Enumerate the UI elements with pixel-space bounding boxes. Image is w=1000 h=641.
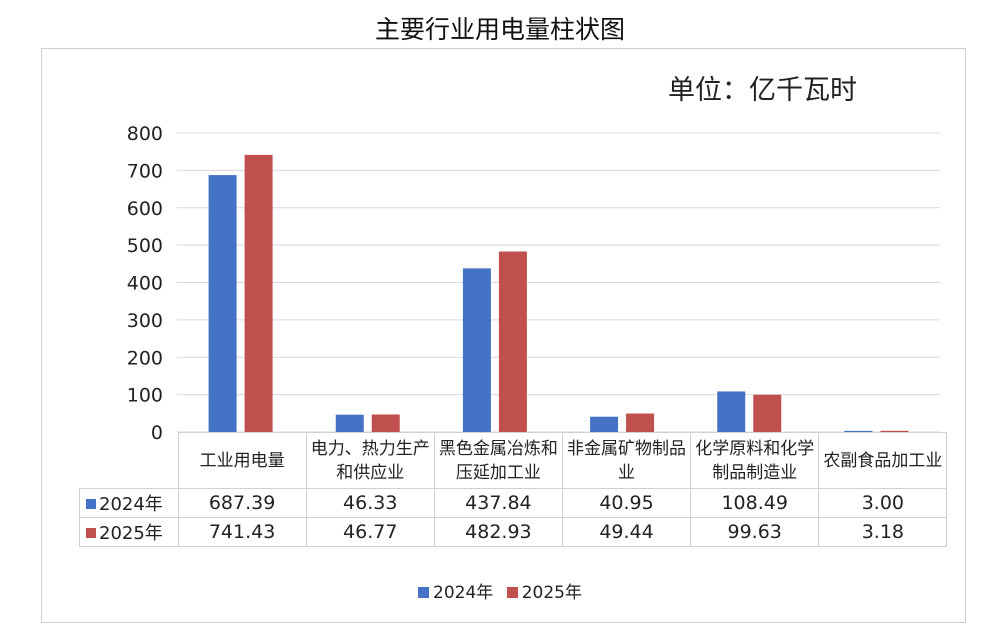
y-tick-label: 500: [127, 235, 163, 257]
legend-item: 2025年: [506, 578, 582, 603]
legend-label: 2025年: [521, 583, 582, 603]
table-cell: 46.33: [305, 488, 435, 518]
bar: [753, 394, 782, 432]
series-row-2024: 2024年 687.39 46.33 437.84 40.95 108.49 3…: [79, 488, 948, 518]
series-row-2025: 2025年 741.43 46.77 482.93 49.44 99.63 3.…: [79, 517, 948, 547]
table-cell: 99.63: [690, 517, 820, 547]
series-header-2024: 2024年: [79, 488, 179, 518]
table-cell: 741.43: [177, 517, 307, 547]
bar: [335, 414, 364, 432]
table-cell: 687.39: [177, 488, 307, 518]
category-label: 黑色金属冶炼和压延加工业: [433, 432, 563, 489]
chart-title: 主要行业用电量柱状图: [374, 15, 625, 44]
bar: [717, 391, 746, 432]
category-label: 电力、热力生产和供应业: [305, 432, 435, 489]
y-tick-label: 400: [127, 273, 163, 295]
category-row: 工业用电量 电力、热力生产和供应业 黑色金属冶炼和压延加工业 非金属矿物制品业 …: [79, 432, 948, 489]
series-name: 2025年: [99, 523, 163, 544]
unit-label: 单位：亿千瓦时: [668, 75, 857, 106]
table-cell: 108.49: [690, 488, 820, 518]
table-cell: 3.18: [818, 517, 948, 547]
legend-swatch: [506, 587, 518, 598]
bar: [244, 154, 273, 432]
category-label: 工业用电量: [177, 432, 307, 489]
bar: [880, 430, 909, 432]
series-header-2025: 2025年: [79, 517, 179, 547]
bar: [208, 175, 237, 432]
y-tick-label: 200: [127, 347, 163, 369]
bar: [626, 413, 655, 432]
y-tick-label: 300: [127, 310, 163, 332]
table-cell: 482.93: [433, 517, 563, 547]
bar: [462, 268, 491, 432]
y-tick-label: 100: [127, 385, 163, 407]
legend-item: 2024年: [418, 578, 493, 603]
legend-label: 2024年: [433, 583, 494, 603]
category-label: 化学原料和化学制品制造业: [690, 432, 820, 489]
bar: [844, 430, 873, 432]
category-label: 农副食品加工业: [818, 432, 948, 489]
table-cell: 49.44: [561, 517, 692, 547]
bar: [371, 414, 400, 432]
bar: [498, 251, 527, 432]
series-swatch: [86, 499, 96, 509]
bar: [590, 416, 619, 432]
category-label: 非金属矿物制品业: [561, 432, 692, 489]
y-tick-label: 700: [127, 160, 163, 182]
table-cell: 437.84: [433, 488, 563, 518]
series-name: 2024年: [99, 494, 163, 515]
table-cell: 40.95: [561, 488, 692, 518]
y-tick-label: 800: [127, 123, 163, 145]
data-table: 工业用电量 电力、热力生产和供应业 黑色金属冶炼和压延加工业 非金属矿物制品业 …: [79, 432, 948, 547]
legend-swatch: [418, 587, 430, 598]
table-cell: 46.77: [305, 517, 435, 547]
series-swatch: [86, 528, 96, 538]
y-tick-label: 600: [127, 198, 163, 220]
table-corner: [79, 432, 179, 489]
table-cell: 3.00: [818, 488, 948, 518]
legend: 2024年 2025年: [0, 578, 1000, 603]
